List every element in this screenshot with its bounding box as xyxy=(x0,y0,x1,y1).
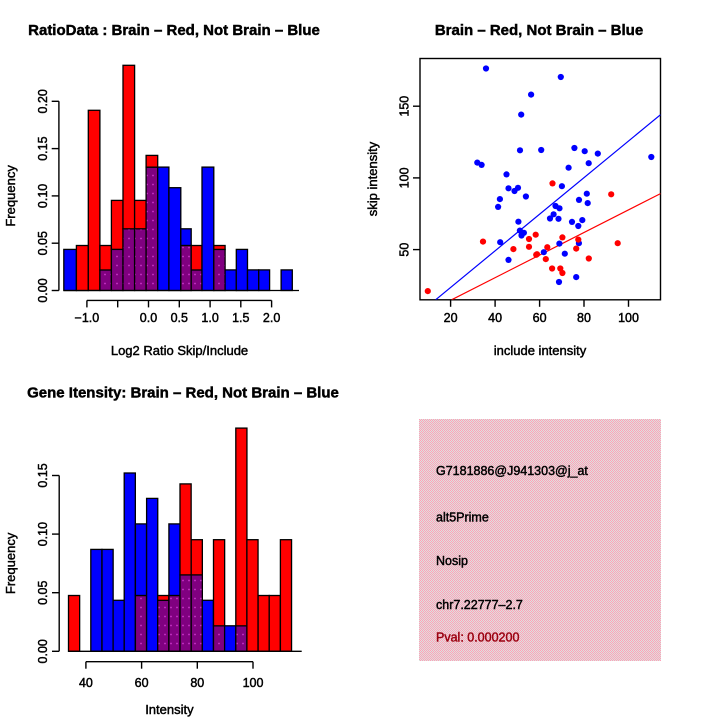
svg-text:skip intensity: skip intensity xyxy=(365,141,380,216)
svg-text:100: 100 xyxy=(243,676,264,690)
svg-text:RatioData : Brain – Red, Not B: RatioData : Brain – Red, Not Brain – Blu… xyxy=(28,22,320,39)
svg-text:60: 60 xyxy=(135,676,149,690)
svg-text:Brain – Red, Not Brain – Blue: Brain – Red, Not Brain – Blue xyxy=(435,22,643,39)
svg-text:80: 80 xyxy=(577,311,591,325)
svg-text:Log2 Ratio Skip/Include: Log2 Ratio Skip/Include xyxy=(111,343,248,358)
svg-text:2.0: 2.0 xyxy=(263,311,280,325)
svg-text:100: 100 xyxy=(398,167,412,188)
svg-text:0.15: 0.15 xyxy=(36,136,50,160)
svg-text:60: 60 xyxy=(533,311,547,325)
svg-text:Frequency: Frequency xyxy=(3,165,18,227)
svg-text:0.05: 0.05 xyxy=(36,580,50,604)
svg-text:chr7.22777–2.7: chr7.22777–2.7 xyxy=(436,598,523,612)
svg-text:0.00: 0.00 xyxy=(36,639,50,663)
svg-text:0.10: 0.10 xyxy=(36,522,50,546)
svg-text:50: 50 xyxy=(398,243,412,257)
svg-text:20: 20 xyxy=(444,311,458,325)
svg-text:G7181886@J941303@j_at: G7181886@J941303@j_at xyxy=(436,464,588,478)
svg-text:0.0: 0.0 xyxy=(140,311,157,325)
svg-text:80: 80 xyxy=(190,676,204,690)
svg-text:0.05: 0.05 xyxy=(36,231,50,255)
svg-text:0.5: 0.5 xyxy=(171,311,188,325)
svg-text:0.10: 0.10 xyxy=(36,184,50,208)
svg-text:40: 40 xyxy=(79,676,93,690)
svg-text:1.0: 1.0 xyxy=(201,311,218,325)
svg-text:Pval: 0.000200: Pval: 0.000200 xyxy=(436,631,519,645)
svg-text:100: 100 xyxy=(618,311,639,325)
svg-text:40: 40 xyxy=(488,311,502,325)
svg-text:−1.0: −1.0 xyxy=(75,311,100,325)
svg-text:include intensity: include intensity xyxy=(494,343,587,358)
svg-text:Gene Itensity: Brain – Red, No: Gene Itensity: Brain – Red, Not Brain – … xyxy=(27,385,339,402)
svg-text:1.5: 1.5 xyxy=(232,311,249,325)
svg-text:Frequency: Frequency xyxy=(3,532,18,594)
svg-text:0.00: 0.00 xyxy=(36,278,50,302)
svg-text:alt5Prime: alt5Prime xyxy=(436,510,489,524)
svg-text:0.20: 0.20 xyxy=(36,89,50,113)
svg-text:Intensity: Intensity xyxy=(145,702,194,717)
svg-text:150: 150 xyxy=(398,96,412,117)
svg-text:0.15: 0.15 xyxy=(36,463,50,487)
svg-text:Nosip: Nosip xyxy=(436,554,468,568)
